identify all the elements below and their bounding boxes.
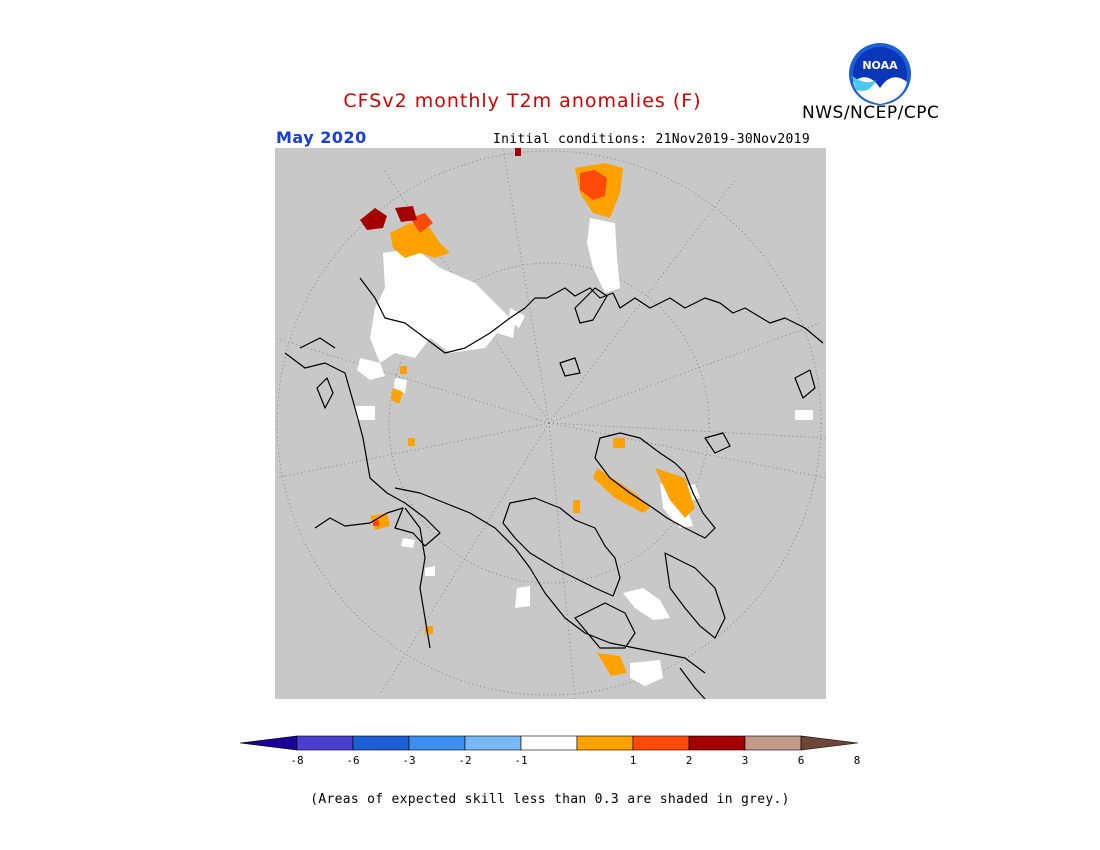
darkred-patch-scandinavia [360,208,387,230]
colorbar-tick-label: -2 [458,754,471,767]
white-patch-europe [370,248,515,363]
colorbar-tick-label: -6 [346,754,359,767]
north-america-coast [394,487,706,674]
noaa-logo: NOAA [849,43,911,105]
svalbard [559,357,581,377]
orange-patch-misc2 [573,500,580,513]
colorbar-arrow-low [240,735,298,751]
white-patch-nwterr [795,410,813,420]
colorbar-bin [632,735,690,751]
orange-patch-misc3 [400,366,407,374]
colorbar-tick-label: -3 [402,754,415,767]
japan [316,377,334,409]
polar-anomaly-map [275,148,826,699]
svg-text:NOAA: NOAA [862,59,898,72]
orange-patch-misc4 [408,438,415,446]
forecast-period: May 2020 [276,128,367,147]
white-patch-arabia [425,566,435,576]
eurasia-coast [284,352,441,547]
orange-patch-canada [655,468,695,518]
greenland-coast [594,432,716,539]
central-america [679,667,706,699]
white-patch-baltic [509,308,525,328]
baffin [664,552,726,639]
orange-patch-namerica [593,468,650,513]
bering [299,337,336,349]
colorbar-bin [464,735,522,751]
colorbar-bin [576,735,634,751]
red-patch-caspian [373,520,379,526]
chart-title: CFSv2 monthly T2m anomalies (F) [343,90,702,112]
novaya-zemlya [574,287,608,324]
hudson-bay [574,602,636,649]
alaska-coast [404,507,431,649]
skill-footnote: (Areas of expected skill less than 0.3 a… [310,792,790,807]
colorbar-tick-label: 3 [742,754,749,767]
skill-grey-background [275,148,826,699]
red-patch-ural [580,170,607,200]
colorbar-tick-label: 6 [798,754,805,767]
white-patch-france [357,358,385,380]
orange-patch-scandinavia [390,223,450,258]
colorbar-bin [688,735,746,751]
colorbar-tick-label: 1 [630,754,637,767]
colorbar-tick-label: 8 [854,754,860,767]
orange-patch-uk [391,388,403,404]
colorbar-bin [408,735,466,751]
darkred-patch-2 [395,206,417,222]
iceland [704,432,731,454]
white-patch-iberia [355,406,375,420]
colorbar-bin [744,735,802,751]
white-patch-ural [587,218,620,293]
white-patch-mideast [393,378,407,393]
agency-label: NWS/NCEP/CPC [802,103,940,123]
british-isles [794,369,816,399]
colorbar-bin [296,735,354,751]
arctic-archipelago [502,497,621,597]
colorbar-legend: -8 -6 -3 -2 -1 1 2 3 6 8 [240,735,860,767]
colorbar-tick-label: 2 [686,754,693,767]
white-patch-namerica2 [515,586,530,608]
colorbar-arrow-high [800,735,859,751]
colorbar-tick-label: -1 [514,754,527,767]
colorbar-bin [352,735,410,751]
scandinavia-coast [359,277,824,354]
colorbar-tick-label: -8 [290,754,303,767]
orange-patch-mexico [597,653,627,676]
orange-patch-misc1 [613,438,625,448]
white-patch-mexico [630,660,663,686]
white-patch-namerica1 [623,588,670,620]
initial-conditions: Initial conditions: 21Nov2019-30Nov2019 [493,132,810,147]
anomaly-patches [355,148,813,686]
coastlines [284,277,824,699]
white-patch-africa [401,538,415,548]
darkred-patch-3 [515,148,521,156]
colorbar-bin [520,735,578,751]
